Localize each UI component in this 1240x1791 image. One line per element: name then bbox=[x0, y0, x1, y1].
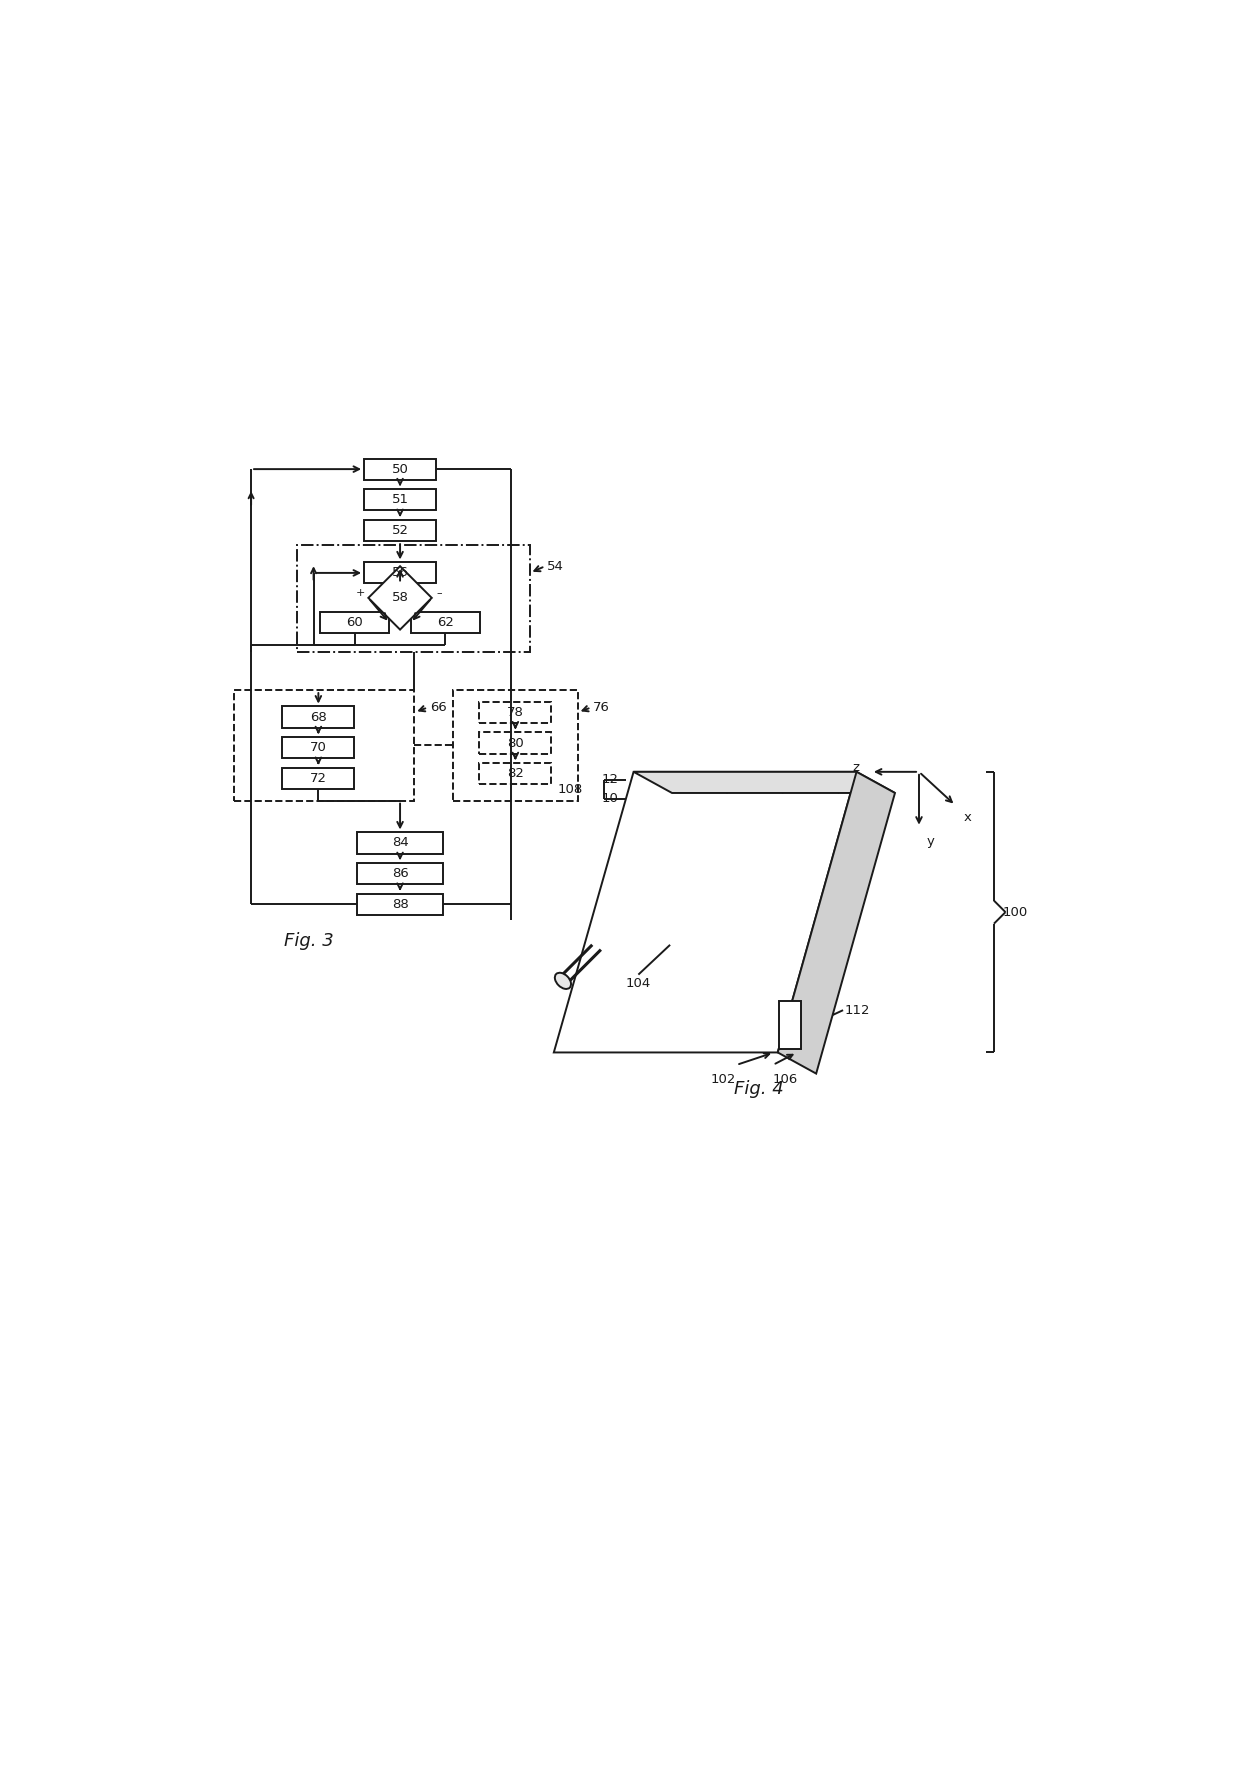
Text: –: – bbox=[436, 587, 443, 598]
FancyBboxPatch shape bbox=[357, 894, 444, 915]
Text: 82: 82 bbox=[507, 767, 523, 781]
Text: 50: 50 bbox=[392, 462, 408, 476]
Text: 51: 51 bbox=[392, 493, 408, 507]
Text: 60: 60 bbox=[346, 616, 363, 629]
Text: 80: 80 bbox=[507, 736, 523, 749]
FancyBboxPatch shape bbox=[365, 489, 436, 510]
Polygon shape bbox=[777, 772, 895, 1073]
Text: 108: 108 bbox=[558, 783, 583, 795]
Text: 84: 84 bbox=[392, 836, 408, 849]
Polygon shape bbox=[368, 566, 432, 630]
Text: 78: 78 bbox=[507, 706, 523, 718]
Ellipse shape bbox=[554, 973, 572, 989]
Text: 76: 76 bbox=[593, 700, 610, 715]
Text: 104: 104 bbox=[626, 976, 651, 990]
Text: 56: 56 bbox=[392, 566, 408, 580]
Text: 52: 52 bbox=[392, 525, 408, 537]
Text: 62: 62 bbox=[436, 616, 454, 629]
Text: 66: 66 bbox=[430, 700, 446, 715]
Text: 100: 100 bbox=[1003, 906, 1028, 919]
Text: y: y bbox=[926, 835, 935, 849]
Text: +: + bbox=[356, 587, 366, 598]
Text: 12: 12 bbox=[601, 774, 619, 786]
FancyBboxPatch shape bbox=[365, 562, 436, 584]
FancyBboxPatch shape bbox=[283, 768, 355, 790]
Text: 68: 68 bbox=[310, 711, 327, 724]
FancyBboxPatch shape bbox=[283, 738, 355, 758]
Polygon shape bbox=[779, 1001, 801, 1048]
FancyBboxPatch shape bbox=[480, 702, 552, 724]
Text: 106: 106 bbox=[773, 1073, 799, 1085]
FancyBboxPatch shape bbox=[365, 458, 436, 480]
Polygon shape bbox=[554, 772, 857, 1053]
Text: 88: 88 bbox=[392, 897, 408, 912]
Text: Fig. 4: Fig. 4 bbox=[734, 1080, 784, 1098]
Text: 86: 86 bbox=[392, 867, 408, 879]
Text: 102: 102 bbox=[711, 1073, 737, 1085]
Text: 54: 54 bbox=[547, 559, 564, 573]
Polygon shape bbox=[634, 772, 895, 793]
FancyBboxPatch shape bbox=[480, 763, 552, 784]
Text: Fig. 3: Fig. 3 bbox=[284, 931, 334, 949]
FancyBboxPatch shape bbox=[480, 733, 552, 754]
FancyBboxPatch shape bbox=[320, 613, 389, 634]
FancyBboxPatch shape bbox=[357, 833, 444, 854]
FancyBboxPatch shape bbox=[283, 706, 355, 727]
FancyBboxPatch shape bbox=[357, 863, 444, 885]
Text: x: x bbox=[963, 811, 971, 824]
FancyBboxPatch shape bbox=[410, 613, 480, 634]
Text: 10: 10 bbox=[601, 792, 619, 806]
Text: z: z bbox=[852, 761, 859, 774]
Text: 70: 70 bbox=[310, 741, 327, 754]
FancyBboxPatch shape bbox=[365, 519, 436, 541]
Text: 72: 72 bbox=[310, 772, 327, 784]
Text: 112: 112 bbox=[844, 1003, 870, 1017]
Text: 58: 58 bbox=[392, 591, 408, 604]
